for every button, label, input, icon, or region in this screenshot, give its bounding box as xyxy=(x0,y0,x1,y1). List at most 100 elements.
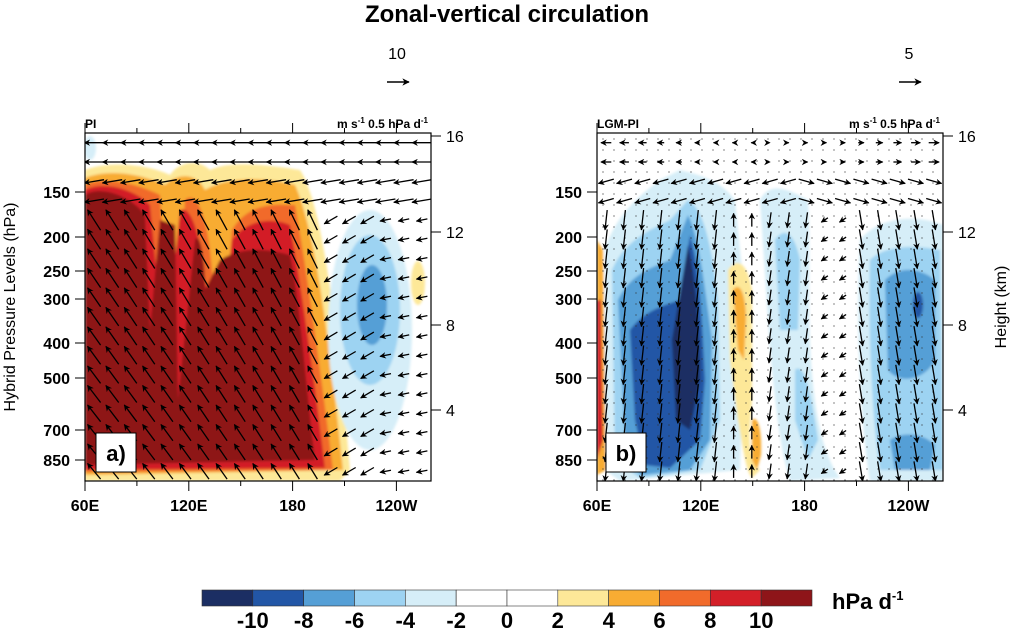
stipple-dot xyxy=(899,457,901,459)
stipple-dot xyxy=(745,292,747,294)
stipple-dot xyxy=(745,237,747,239)
wind-vector xyxy=(693,403,700,424)
wind-vector xyxy=(215,423,228,442)
stipple-dot xyxy=(778,226,780,228)
wind-vector xyxy=(341,273,357,283)
wind-vector xyxy=(894,403,902,424)
wind-vector xyxy=(693,210,700,231)
stipple-dot xyxy=(767,237,769,239)
wind-vector xyxy=(360,215,375,225)
wind-vector xyxy=(415,429,428,436)
stipple-dot xyxy=(745,391,747,393)
stipple-dot xyxy=(745,204,747,206)
stipple-dot xyxy=(778,457,780,459)
wind-vector xyxy=(743,197,760,205)
wind-vector xyxy=(415,468,428,475)
stipple-dot xyxy=(888,413,890,415)
stipple-dot xyxy=(800,347,802,349)
stipple-dot xyxy=(602,303,604,305)
wind-vector xyxy=(638,403,646,424)
stipple-dot xyxy=(811,281,813,283)
wind-vector xyxy=(675,384,682,405)
stipple-dot xyxy=(723,259,725,261)
stipple-dot xyxy=(668,347,670,349)
stipple-dot xyxy=(899,281,901,283)
wind-vector xyxy=(858,287,865,308)
wind-vector xyxy=(270,423,282,442)
stipple-dot xyxy=(767,369,769,371)
y-right-tick-label: 16 xyxy=(958,129,976,146)
y-tick-label: 200 xyxy=(43,230,70,247)
wind-vector xyxy=(379,468,392,475)
wind-vector xyxy=(270,228,282,250)
stipple-dot xyxy=(789,358,791,360)
stipple-dot xyxy=(921,325,923,327)
wind-vector xyxy=(913,461,920,481)
wind-vector xyxy=(415,216,428,224)
stipple-dot xyxy=(899,204,901,206)
stipple-dot xyxy=(866,281,868,283)
stipple-dot xyxy=(723,314,725,316)
stipple-dot xyxy=(723,215,725,217)
stipple-dot xyxy=(910,358,912,360)
wind-vector xyxy=(105,267,120,288)
stipple-dot xyxy=(624,226,626,228)
wind-vector xyxy=(766,289,773,306)
wind-vector xyxy=(197,365,210,384)
stipple-dot xyxy=(800,215,802,217)
wind-vector xyxy=(602,345,609,366)
stipple-dot xyxy=(734,325,736,327)
wind-vector xyxy=(615,197,633,205)
wind-vector xyxy=(657,326,664,347)
stipple-dot xyxy=(602,369,604,371)
stipple-dot xyxy=(932,380,934,382)
stipple-dot xyxy=(690,149,692,151)
wind-vector xyxy=(87,404,102,423)
stipple-dot xyxy=(646,204,648,206)
stipple-dot xyxy=(734,237,736,239)
stipple-dot xyxy=(866,336,868,338)
panel-a-right-title: m s-1 0.5 hPa d-1 xyxy=(337,116,429,131)
stipple-dot xyxy=(723,193,725,195)
wind-vector xyxy=(657,364,664,386)
stipple-dot xyxy=(888,270,890,272)
wind-vector xyxy=(397,332,410,340)
x-tick-label: 120W xyxy=(888,498,931,515)
stipple-dot xyxy=(602,138,604,140)
wind-vector xyxy=(415,352,428,359)
wind-vector xyxy=(693,326,700,347)
wind-vector xyxy=(215,462,228,480)
stipple-dot xyxy=(723,138,725,140)
stipple-dot xyxy=(921,347,923,349)
wind-vector xyxy=(602,268,609,289)
wind-vector xyxy=(711,326,719,347)
stipple-dot xyxy=(789,457,791,459)
wind-vector xyxy=(766,405,773,422)
stipple-dot xyxy=(613,292,615,294)
wind-vector xyxy=(105,248,120,269)
stipple-dot xyxy=(888,204,890,206)
panel-b-label-box xyxy=(605,432,647,473)
stipple-dot xyxy=(800,380,802,382)
stipple-dot xyxy=(756,237,758,239)
wind-vector xyxy=(288,404,300,423)
wind-vector xyxy=(876,248,884,270)
wind-vector xyxy=(931,209,938,231)
wind-vector xyxy=(160,267,174,288)
stipple-dot xyxy=(910,138,912,140)
wind-vector xyxy=(379,352,392,359)
wind-vector xyxy=(838,293,847,301)
stipple-dot xyxy=(932,281,934,283)
stipple-dot xyxy=(833,369,835,371)
stipple-dot xyxy=(899,391,901,393)
panel-a-left-title: PI xyxy=(85,117,96,131)
wind-vector xyxy=(638,306,646,328)
stipple-dot xyxy=(646,358,648,360)
stipple-dot xyxy=(855,193,857,195)
wind-vector xyxy=(87,463,102,480)
stipple-dot xyxy=(789,281,791,283)
stipple-dot xyxy=(756,160,758,162)
wind-vector xyxy=(323,466,338,476)
stipple-dot xyxy=(701,149,703,151)
wind-vector xyxy=(197,287,210,308)
